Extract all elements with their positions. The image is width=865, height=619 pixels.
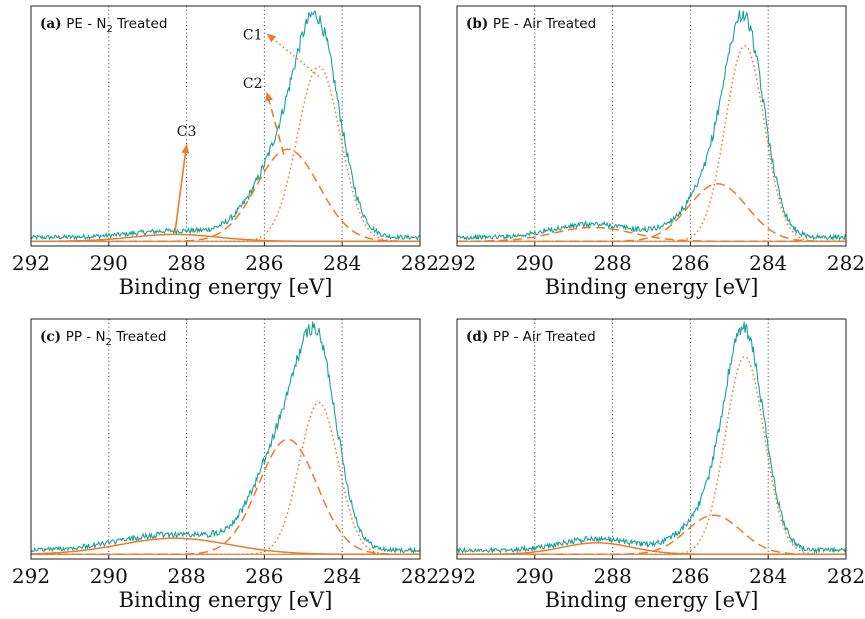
annotation-arrow — [265, 91, 285, 155]
x-tick-label: 286 — [245, 251, 283, 275]
x-tick-label: 282 — [827, 251, 865, 275]
component-c1 — [457, 45, 846, 243]
axes-frame — [456, 5, 847, 247]
panel-b: 292 290 288 286 284 282 Binding energy [eV] (b)… — [438, 5, 865, 299]
spectrum-line — [457, 321, 846, 555]
annotation-arrowhead — [265, 91, 273, 102]
x-tick-label: 288 — [594, 251, 632, 275]
spectrum-line — [457, 10, 846, 242]
component-c2 — [457, 183, 846, 243]
annotation-c3: C3 — [177, 124, 197, 140]
axes-frame — [456, 318, 847, 560]
component-c3 — [457, 542, 846, 556]
panel-title: (a) PE - N2 Treated — [40, 16, 167, 35]
annotation-c2: C2 — [243, 76, 263, 92]
x-tick-label: 284 — [323, 564, 361, 588]
component-c3 — [31, 537, 420, 556]
component-c1 — [31, 65, 420, 243]
panel-title: (b) PE - Air Treated — [466, 16, 596, 32]
x-tick-label: 292 — [438, 251, 476, 275]
x-tick-label: 282 — [827, 564, 865, 588]
x-axis-label: Binding energy [eV] — [119, 275, 333, 299]
x-tick-label: 290 — [90, 251, 128, 275]
x-axis-label: Binding energy [eV] — [545, 275, 759, 299]
panel-a: 292 290 288 286 284 282 Binding energy [eV] (a)… — [12, 5, 439, 299]
axes-frame — [30, 318, 421, 560]
spectrum-line — [31, 10, 420, 241]
component-c2 — [31, 438, 420, 556]
panel-d: 292 290 288 286 284 282 Binding energy [eV] (d)… — [438, 318, 865, 612]
panel-title: (d) PP - Air Treated — [466, 329, 596, 345]
component-c1 — [457, 355, 846, 556]
component-c2 — [457, 514, 846, 556]
x-tick-label: 292 — [12, 251, 50, 275]
annotation-arrowhead — [181, 144, 190, 154]
axes-frame — [30, 5, 421, 247]
x-tick-label: 284 — [749, 251, 787, 275]
x-axis-label: Binding energy [eV] — [119, 588, 333, 612]
x-tick-label: 290 — [516, 251, 554, 275]
x-tick-label: 286 — [671, 251, 709, 275]
x-tick-label: 284 — [323, 251, 361, 275]
x-tick-label: 282 — [401, 251, 439, 275]
panel-title: (c) PP - N2 Treated — [40, 329, 166, 348]
panel-c: 292 290 288 286 284 282 Binding energy [eV] (c)… — [12, 318, 439, 612]
component-c2 — [31, 148, 420, 243]
x-tick-label: 282 — [401, 564, 439, 588]
x-tick-label: 292 — [12, 564, 50, 588]
x-tick-label: 290 — [516, 564, 554, 588]
annotation-arrow — [174, 144, 188, 233]
x-tick-label: 286 — [671, 564, 709, 588]
component-c3 — [31, 233, 420, 243]
x-tick-label: 288 — [168, 251, 206, 275]
x-axis-label: Binding energy [eV] — [545, 588, 759, 612]
component-c3 — [457, 226, 846, 243]
annotation-c1: C1 — [243, 28, 263, 44]
x-tick-label: 292 — [438, 564, 476, 588]
x-tick-label: 288 — [168, 564, 206, 588]
annotation-arrowhead — [266, 33, 277, 43]
x-tick-label: 284 — [749, 564, 787, 588]
x-tick-label: 288 — [594, 564, 632, 588]
x-tick-label: 286 — [245, 564, 283, 588]
x-tick-label: 290 — [90, 564, 128, 588]
spectrum-line — [31, 321, 420, 554]
component-c1 — [31, 401, 420, 556]
